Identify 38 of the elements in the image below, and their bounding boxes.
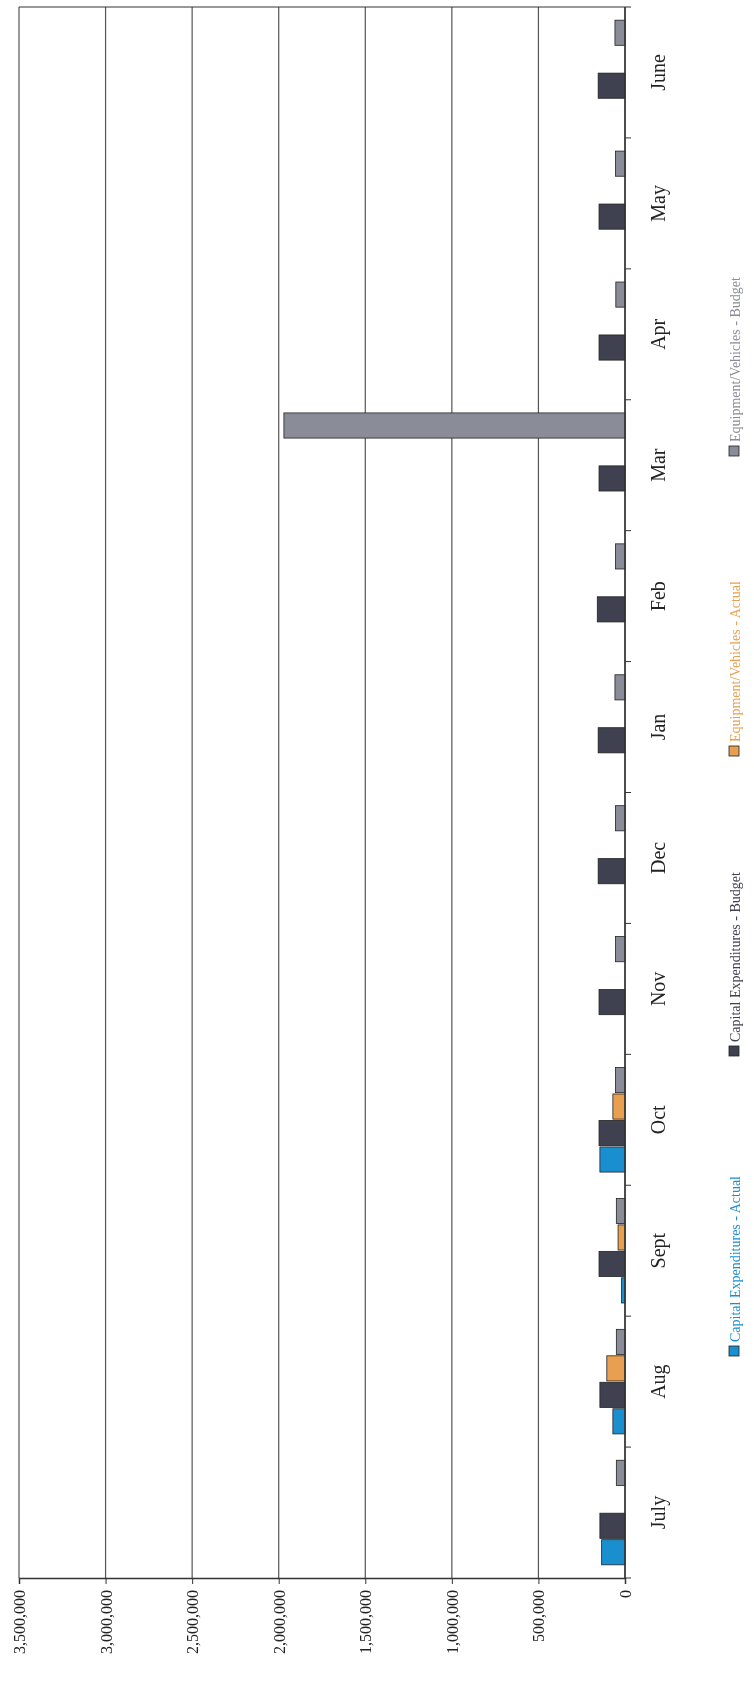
bar xyxy=(614,674,626,701)
y-tick-label: July xyxy=(647,1495,670,1530)
bar xyxy=(615,281,626,308)
x-tick-label: 3,000,000 xyxy=(97,1590,115,1654)
bar xyxy=(598,989,626,1016)
y-tick-label: June xyxy=(647,54,669,91)
y-tick-label: Oct xyxy=(647,1104,669,1135)
y-tick-label: May xyxy=(647,185,670,222)
bar xyxy=(597,727,626,754)
x-tick-label: 0 xyxy=(617,1590,634,1598)
bar xyxy=(615,150,626,177)
y-tick-label: Aug xyxy=(647,1364,670,1399)
text: Equipment/Vehicles - Budget xyxy=(728,277,743,442)
y-tick-label: Sept xyxy=(647,1232,670,1269)
bar xyxy=(615,543,626,570)
bar xyxy=(614,19,626,46)
text: Equipment/Vehicles - Actual xyxy=(728,580,743,742)
y-tick-label: Dec xyxy=(647,841,669,875)
bar xyxy=(597,858,626,885)
text: Capital Expenditures - Budget xyxy=(728,871,743,1042)
y-tick-label: Nov xyxy=(647,971,669,1007)
x-tick-label: 2,500,000 xyxy=(184,1590,202,1654)
x-tick-label: 2,000,000 xyxy=(270,1590,288,1654)
y-tick-label: Feb xyxy=(647,581,669,612)
y-tick-label: Apr xyxy=(647,318,670,350)
text: Capital Expenditures - Actual xyxy=(728,1175,743,1342)
y-tick-label: Mar xyxy=(647,448,669,482)
bar xyxy=(598,203,626,230)
x-tick-label: 500,000 xyxy=(530,1590,548,1642)
x-tick-label: 1,000,000 xyxy=(443,1590,461,1654)
bar xyxy=(598,334,626,361)
bar xyxy=(598,465,626,492)
bar xyxy=(283,412,626,439)
bar xyxy=(597,72,626,99)
bar xyxy=(596,596,626,623)
y-tick-label: Jan xyxy=(647,713,669,741)
x-tick-label: 3,500,000 xyxy=(11,1590,28,1654)
x-tick-label: 1,500,000 xyxy=(357,1590,375,1654)
